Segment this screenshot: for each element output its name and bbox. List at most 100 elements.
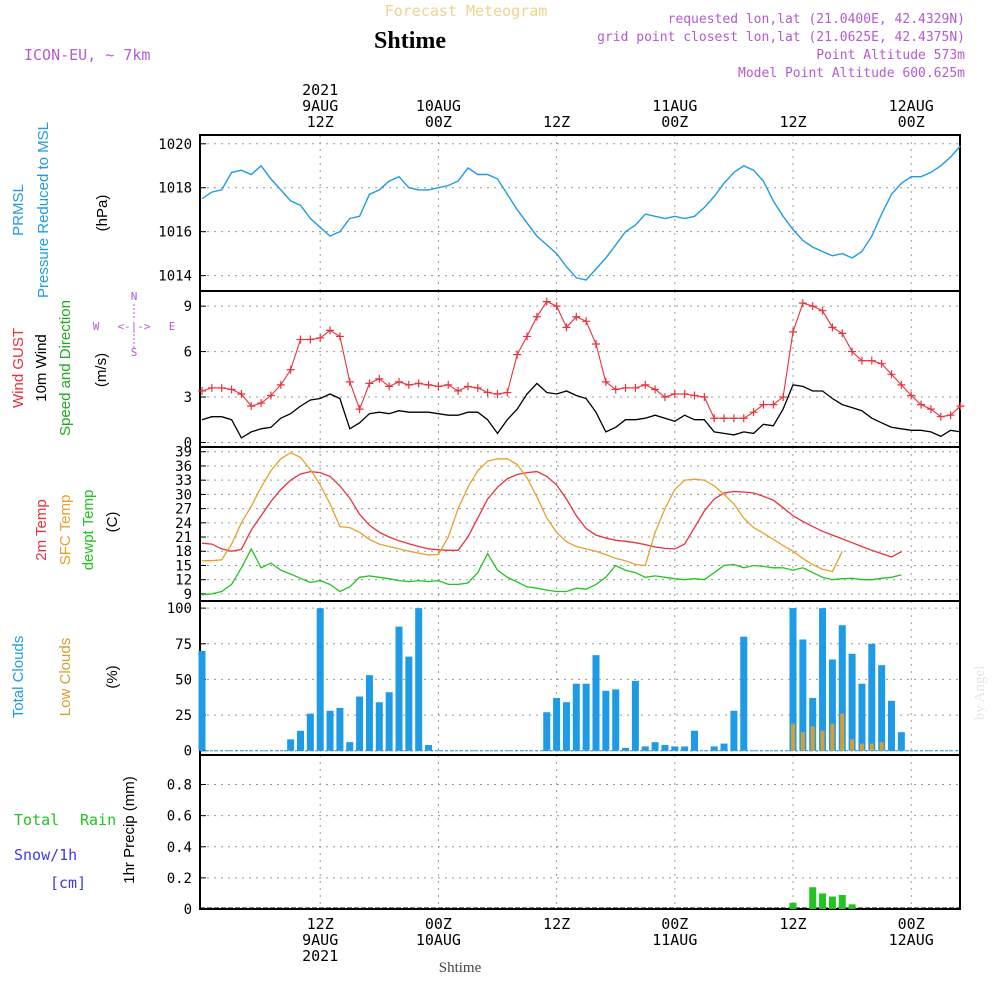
total-cloud-bar — [740, 636, 748, 751]
top-time-label: 00Z — [661, 113, 688, 131]
wind-speed-dir-label: Speed and Direction — [57, 300, 74, 436]
gust-marker — [848, 347, 857, 356]
precip-panel: 0 0.2 0.4 0.6 0.8 — [167, 754, 961, 918]
gust-marker — [227, 385, 236, 394]
ytick-label: 100 — [167, 601, 192, 617]
total-cloud-bar — [730, 710, 738, 751]
gust-marker — [621, 383, 630, 392]
top-time-label: 00Z — [898, 113, 925, 131]
gust-marker — [828, 323, 837, 332]
total-cloud-bar — [562, 702, 570, 751]
ytick-label: 50 — [175, 672, 192, 688]
sfc-temp-label: SFC Temp — [57, 495, 74, 566]
requested-coords: requested lon,lat (21.0400E, 42.4329N) — [668, 12, 965, 27]
total-cloud-bar — [326, 710, 334, 751]
total-cloud-bar — [553, 697, 561, 751]
ytick-label: 9 — [184, 299, 192, 315]
bottom-time-label: 12Z — [779, 915, 806, 933]
ytick-label: 1016 — [158, 225, 192, 241]
credit-watermark: by Angel — [972, 666, 988, 721]
gust-marker — [404, 380, 413, 389]
total-cloud-bar — [316, 608, 324, 751]
ytick-label: 33 — [175, 473, 192, 489]
total-cloud-bar — [661, 745, 669, 751]
panel-frame — [199, 134, 961, 292]
gust-marker — [444, 380, 453, 389]
total-cloud-bar — [819, 608, 827, 751]
gust-marker — [552, 302, 561, 311]
meteogram-title: Forecast Meteogram — [385, 2, 548, 20]
gust-marker — [483, 388, 492, 397]
total-cloud-bar — [799, 639, 807, 751]
low-cloud-bar — [859, 743, 864, 751]
total-cloud-bar — [828, 659, 836, 751]
wind-gust-label: Wind GUST — [10, 328, 27, 408]
gust-marker — [532, 312, 541, 321]
bottom-time-label: 2021 — [302, 947, 338, 965]
total-cloud-bar — [612, 689, 620, 751]
gust-marker — [326, 326, 335, 335]
ytick-label: 18 — [175, 544, 192, 560]
gust-marker — [641, 380, 650, 389]
dewpt-temp-label: dewpt Temp — [80, 490, 97, 571]
total-cloud-bar — [868, 643, 876, 751]
ytick-label: 0.2 — [167, 871, 192, 887]
cm-unit-label: [cm] — [50, 874, 86, 892]
model-label: ICON-EU, ~ 7km — [24, 46, 150, 64]
gust-marker — [523, 332, 532, 341]
ytick-label: 0.6 — [167, 809, 192, 825]
ytick-label: 1018 — [158, 181, 192, 197]
total-cloud-bar — [671, 746, 679, 751]
gust-marker — [562, 323, 571, 332]
gust-marker — [355, 405, 364, 414]
temp2m-line — [201, 470, 902, 558]
model-altitude: Model Point Altitude 600.625m — [738, 66, 965, 81]
total-cloud-bar — [602, 690, 610, 751]
bottom-time-label: 00Z — [661, 915, 688, 933]
compass-rose: N S W E <-|-> — [93, 290, 176, 359]
gust-marker — [946, 411, 955, 420]
gust-marker — [651, 385, 660, 394]
total-cloud-bar — [572, 683, 580, 751]
total-cloud-bar — [858, 683, 866, 751]
ytick-label: 6 — [184, 345, 192, 361]
gust-marker — [749, 408, 758, 417]
celsius-unit-label: (C) — [104, 512, 121, 533]
gust-marker — [266, 391, 275, 400]
total-cloud-bar — [346, 742, 354, 751]
gust-marker — [818, 306, 827, 315]
gust-marker — [306, 335, 315, 344]
ytick-label: 25 — [175, 708, 192, 724]
gust-marker — [867, 356, 876, 365]
gust-marker — [365, 379, 374, 388]
sfc-temp-line — [202, 451, 843, 573]
percent-unit-label: (%) — [104, 665, 121, 688]
low-clouds-label: Low Clouds — [57, 638, 74, 716]
total-cloud-bar — [336, 707, 344, 751]
gust-marker — [739, 414, 748, 423]
clouds-panel: 0 25 50 75 100 — [167, 600, 961, 760]
gust-marker — [414, 379, 423, 388]
total-cloud-bar — [287, 739, 295, 751]
ytick-label: 3 — [184, 390, 192, 406]
footer-location: Shtime — [439, 960, 482, 976]
ytick-label: 0.4 — [167, 840, 192, 856]
total-cloud-bar — [681, 746, 689, 751]
gust-marker — [286, 365, 295, 374]
top-time-label: 12Z — [543, 113, 570, 131]
panel-frame — [199, 290, 961, 448]
location-title: Shtime — [374, 28, 446, 54]
total-cloud-bar — [878, 665, 886, 751]
total-cloud-bar — [838, 625, 846, 751]
ytick-label: 1020 — [158, 137, 192, 153]
prmsl-label: PRMSL — [10, 184, 27, 236]
gust-marker — [247, 402, 256, 411]
total-cloud-bar — [631, 680, 639, 751]
gust-marker — [592, 340, 600, 349]
gust-marker — [710, 414, 719, 423]
bottom-time-label: 12Z — [307, 915, 334, 933]
wind-panel: 0 3 6 9 — [184, 290, 965, 451]
